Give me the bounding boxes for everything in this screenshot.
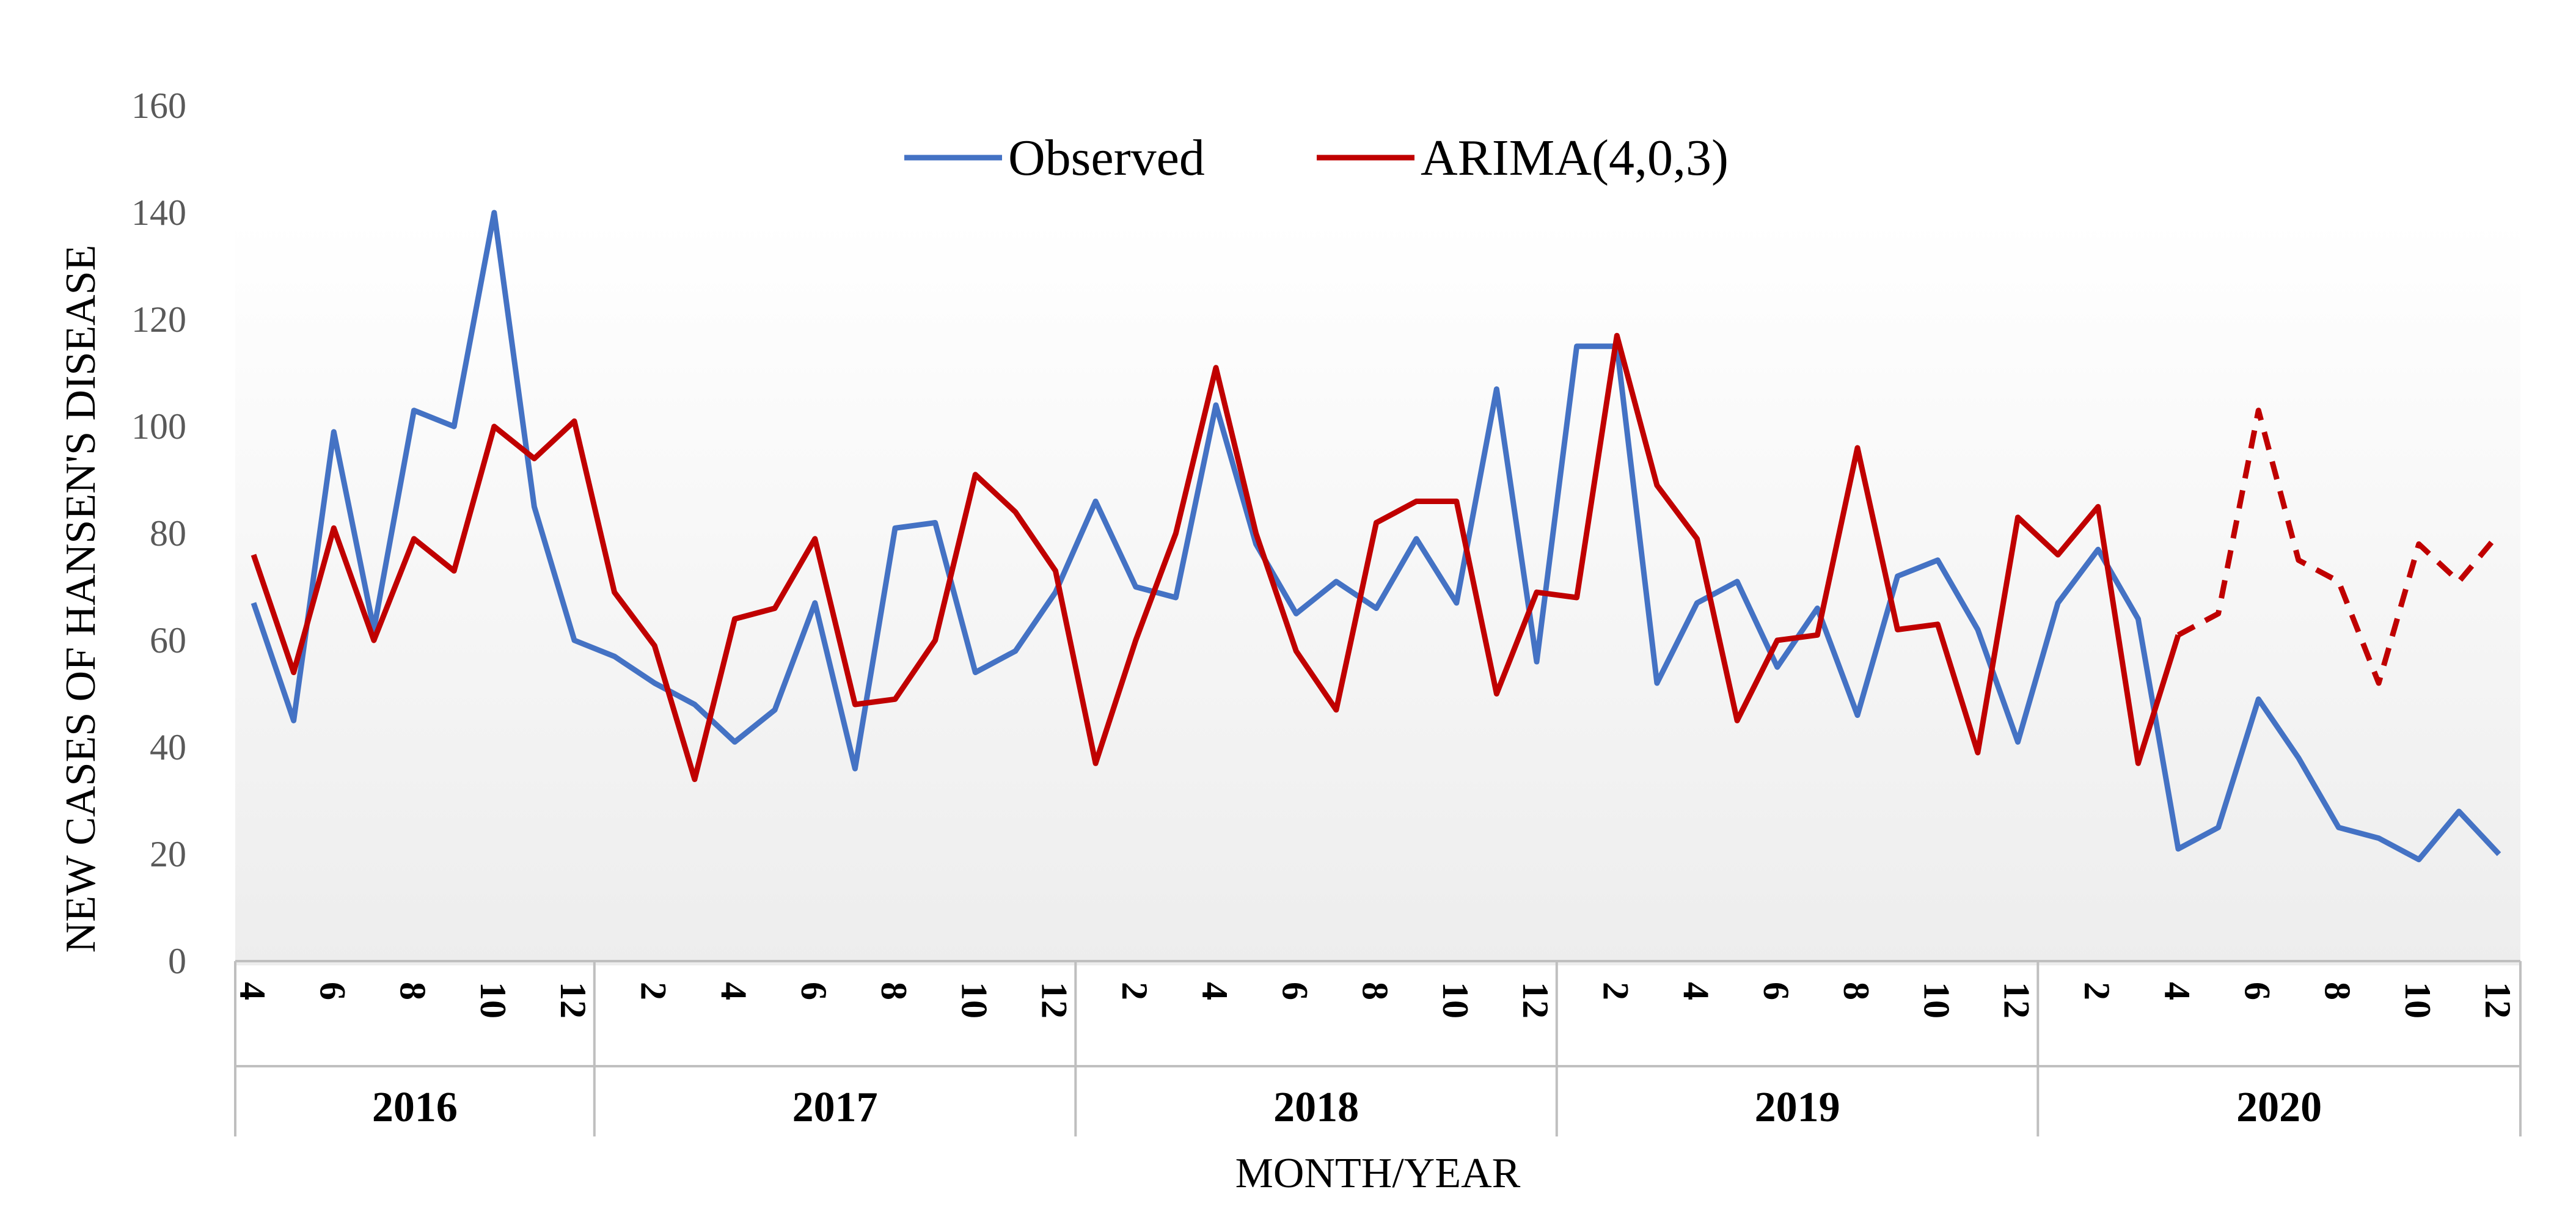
x-tick-label: 8	[1355, 982, 1396, 1000]
y-tick-label: 160	[131, 86, 186, 126]
x-tick-label: 8	[874, 982, 914, 1000]
x-tick-label: 10	[1916, 982, 1956, 1019]
x-tick-label: 2	[633, 982, 673, 1000]
x-tick-label: 6	[1756, 982, 1796, 1000]
x-tick-label: 2	[1595, 982, 1636, 1000]
x-tick-label: 4	[232, 982, 273, 1000]
x-tick-label: 12	[1034, 982, 1075, 1019]
x-tick-label: 12	[2478, 982, 2518, 1019]
legend-label: Observed	[1008, 130, 1205, 186]
legend-label: ARIMA(4,0,3)	[1421, 130, 1729, 186]
x-tick-label: 10	[1435, 982, 1476, 1019]
series-line-arima-fitted	[251, 332, 2181, 782]
x-tick-label: 4	[714, 982, 754, 1000]
year-label: 2017	[792, 1084, 878, 1131]
y-tick-label: 60	[150, 620, 186, 660]
year-label: 2016	[372, 1084, 458, 1131]
x-tick-label: 12	[1997, 982, 2037, 1019]
y-tick-label: 80	[150, 513, 186, 554]
series-line-arima-forecast	[2176, 408, 2501, 686]
legend: Observed ARIMA(4,0,3)	[904, 130, 1729, 186]
x-tick-label: 10	[954, 982, 994, 1019]
x-tick-label: 6	[312, 982, 353, 1000]
x-tick-label: 2	[1114, 982, 1155, 1000]
year-label: 2018	[1273, 1084, 1359, 1131]
x-tick-label: 4	[1195, 982, 1235, 1000]
y-tick-label: 20	[150, 834, 186, 874]
x-tick-label: 10	[473, 982, 513, 1019]
x-tick-label: 12	[553, 982, 593, 1019]
y-tick-label: 40	[150, 727, 186, 767]
x-tick-label: 6	[1275, 982, 1315, 1000]
x-tick-label: 2	[2077, 982, 2117, 1000]
x-axis-title: MONTH/YEAR	[1235, 1150, 1521, 1197]
y-tick-label: 120	[131, 299, 186, 340]
x-tick-label: 4	[1676, 982, 1716, 1000]
x-tick-label: 8	[393, 982, 433, 1000]
x-tick-label: 6	[2237, 982, 2277, 1000]
x-tick-label: 12	[1515, 982, 1556, 1019]
year-label: 2020	[2236, 1084, 2322, 1131]
x-tick-label: 8	[2318, 982, 2358, 1000]
y-tick-label: 0	[168, 941, 186, 981]
year-label: 2019	[1755, 1084, 1840, 1131]
y-axis-title: NEW CASES OF HANSEN'S DISEASE	[57, 245, 104, 953]
y-tick-label: 100	[131, 406, 186, 447]
x-tick-label: 6	[794, 982, 834, 1000]
plot-background	[235, 220, 2520, 965]
x-tick-label: 8	[1836, 982, 1876, 1000]
y-tick-label: 140	[131, 192, 186, 233]
x-tick-label: 10	[2398, 982, 2438, 1019]
series-line-observed	[251, 210, 2501, 863]
x-tick-label: 4	[2157, 982, 2197, 1000]
